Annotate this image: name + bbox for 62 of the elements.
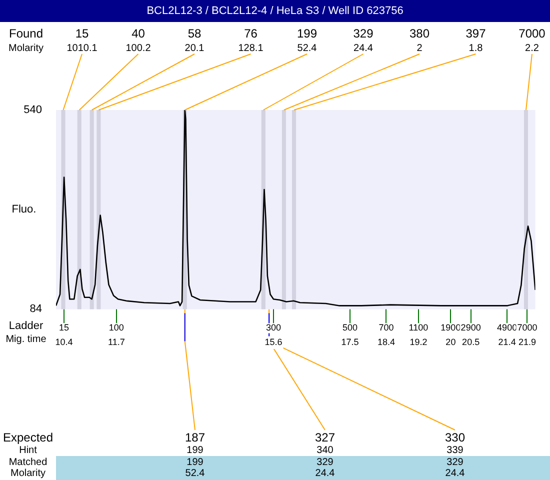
text: 340 [316,444,334,456]
x-tick-label: 19.2 [410,337,428,348]
annotation: 128.1 [238,42,264,54]
text: 339 [446,444,464,456]
text: 24.4 [445,468,466,479]
annotation: 20.1 [184,42,205,54]
text: Hint [19,444,38,456]
text: 24.4 [315,468,336,479]
text: Molarity [10,468,46,479]
text: 4900 [497,322,518,333]
x-tick-label: 21.9 [518,337,536,348]
band-label: 15 [75,26,89,40]
band-label: 58 [188,26,202,40]
annotation: 330 [444,430,466,444]
annotation: 52.4 [297,42,318,54]
text: Matched [8,456,48,468]
annotation: 2.2 [525,42,540,54]
text: 15 [59,322,70,333]
x-tick-label: 20 [446,337,456,348]
y-tick-label: 540 [24,104,42,116]
text: 500 [342,322,358,333]
x-tick-label: 10.4 [55,337,73,348]
y-tick-label: 84 [30,303,42,316]
text: Ladder [8,320,44,332]
annotation: 187 [184,430,206,444]
text: 199 [186,444,204,456]
text: Mig. time [6,334,47,345]
chart-title: BCL2L12-3 / BCL2L12-4 / HeLa S3 / Well ID 623756 [0,0,550,22]
x-tick-label: 15.6 [264,337,282,348]
y-axis-title: Fluo. [12,204,36,216]
x-tick-label: 17.5 [341,337,359,348]
x-tick-label: 18.4 [377,337,396,348]
text: 7000 [517,322,538,333]
text: 52.4 [185,468,206,479]
x-tick-label: 11.7 [108,337,125,348]
text: 1900 [440,322,461,333]
band-label: 380 [409,26,430,40]
text: 1100 [408,322,428,333]
text: Expected [2,430,54,444]
text: 300 [266,322,281,333]
annotation: 100.2 [126,42,152,54]
annotation: 327 [314,430,336,444]
text: Found [8,26,44,40]
text: Molarity [8,42,44,54]
band-label: 76 [244,26,258,40]
annotation: 1010.1 [66,42,98,54]
text: 329 [316,456,334,468]
annotation: 1.8 [468,42,484,54]
annotation: 24.4 [354,42,374,54]
x-tick-label: 21.4 [498,337,516,348]
band-label: 329 [353,26,374,40]
band-label: 397 [466,26,486,40]
text: 100 [108,322,124,333]
band-label: 7000 [518,26,546,40]
text: 700 [378,322,394,333]
text: 329 [446,456,464,468]
text: 2900 [460,322,481,333]
x-tick-label: 20.5 [462,337,480,348]
band-label: 199 [296,26,318,40]
band-label: 40 [132,26,146,40]
text: 199 [186,456,204,468]
annotation: 2 [416,42,423,54]
